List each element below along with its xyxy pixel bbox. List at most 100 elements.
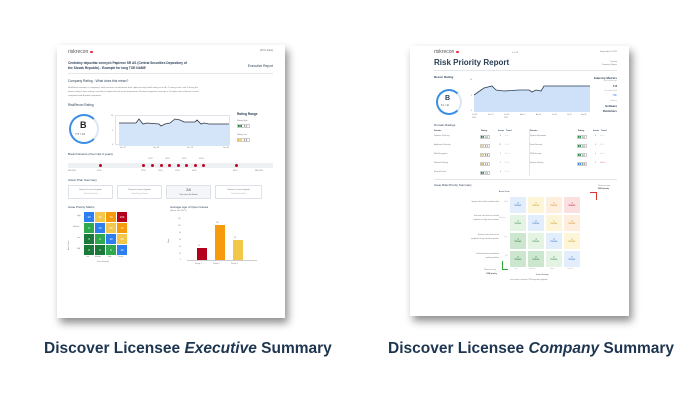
report-date: September 8, 2021	[599, 51, 617, 53]
matrix-cell: 0	[84, 223, 94, 233]
domain-ratings-heading: Domain Ratings	[434, 123, 456, 127]
chart-y-tick: 0	[112, 144, 114, 146]
issue-cell[interactable]: 0 Issues	[528, 215, 544, 231]
executive-summary-preview[interactable]: riskrecon [Print Date] Centralny depozit…	[57, 45, 285, 318]
matrix-row-label: Medium	[73, 226, 80, 228]
high-priority-note: HIGH priority	[598, 188, 610, 190]
severity-note: Issue severity is based on CVSS rating w…	[510, 280, 548, 281]
company-summary-caption: Discover Licensee Company Summary	[388, 340, 675, 357]
asset-row-desc: neighbors to any sensitive systems	[471, 238, 499, 240]
issue-cell[interactable]: 1 Issues	[546, 215, 562, 231]
issue-cell[interactable]: 1 Issues	[564, 197, 580, 213]
severity-col-label: High	[550, 268, 554, 270]
report-type: Executive Report	[247, 64, 273, 68]
issue-cell[interactable]: 0 Issues	[546, 197, 562, 213]
issue-cell[interactable]: 9 Issues	[510, 197, 526, 213]
matrix-cell: 10	[106, 234, 116, 244]
chart-x-tick: Sep 08	[581, 114, 587, 116]
chart-x-tick: Jul 25	[567, 114, 572, 116]
chart-year: 2020	[472, 117, 476, 119]
riskrecon-rating-heading: RiskRecon Rating	[68, 103, 94, 107]
bar-priority-2	[215, 225, 225, 260]
chart-y-tick: 10	[111, 115, 114, 117]
domain-row: System Reputation A 10 0 0.0 ---	[530, 135, 606, 139]
bar-value: 58	[234, 238, 236, 239]
bar-value: 100	[216, 223, 219, 224]
matrix-cell: 0	[106, 245, 116, 255]
rating-low-label: Rating Low	[237, 134, 248, 136]
issue-cell[interactable]: 2 Issues	[528, 197, 544, 213]
domain-row: Software Patching A 10 0 0.0 ---	[434, 135, 511, 139]
issue-cell[interactable]: 0 Issues	[564, 233, 580, 249]
company-summary-preview[interactable]: riskrecon 1 of 16 September 8, 2021 Risk…	[410, 46, 629, 316]
issue-cell[interactable]: 0 Issues	[510, 251, 526, 267]
industry-label: Industry	[610, 100, 617, 102]
industry-value: Software	[605, 104, 617, 108]
avg-age-y-label: Days	[168, 238, 170, 243]
y-tick: 20	[179, 254, 181, 255]
issue-priority-matrix-heading: Issue Priority Matrix	[68, 205, 95, 209]
avg-age-heading: Average Age of Open Issues	[170, 205, 209, 209]
industry-avg-label: Industry Average	[603, 80, 617, 82]
matrix-cell: 10	[95, 223, 105, 233]
breach-axis-label: 12/30	[175, 170, 180, 172]
severity-col-label: Medium	[529, 268, 536, 270]
asset-row-level: Medium	[499, 217, 506, 219]
page-number: 1 of 16	[512, 52, 519, 54]
matrix-col-label: Low	[86, 256, 90, 258]
issue-cell[interactable]: 0 Issues	[528, 251, 544, 267]
action-card: Requires License Upgrade Shared Issues O…	[215, 185, 262, 199]
issue-cell[interactable]: 3 Issues	[510, 215, 526, 231]
rating-low-badge: C 6.5	[237, 138, 250, 142]
breach-date: 01/01	[182, 158, 187, 160]
bar-priority-1	[197, 248, 207, 260]
rating-grade: B	[445, 95, 451, 102]
bar-label: Priority 1	[195, 263, 202, 265]
y-tick: 120	[178, 219, 181, 220]
action-card: Requires License Upgrade Total Issues Sh…	[68, 185, 113, 199]
issue-cell[interactable]: 3 Issues	[510, 233, 526, 249]
issue-cell[interactable]: 4 Issues	[528, 233, 544, 249]
chart-y-tick: 5	[471, 95, 472, 97]
report-subtitle: Custom	[610, 61, 617, 63]
matrix-row-label: High	[77, 215, 81, 217]
domain-row: Web Encryption C 5.8 5 0.0 ---	[434, 153, 511, 157]
asset-row-level: High	[504, 201, 508, 203]
issue-cell[interactable]: 0 Issues	[546, 233, 562, 249]
issue-cell[interactable]: 0 Issues	[564, 215, 580, 231]
bar-value: 35	[198, 246, 200, 247]
company-title-line2: the Slovak Republic) - Example for long …	[68, 66, 146, 70]
riskrecon-logo: riskrecon	[434, 49, 460, 55]
rating-desc: compared with A-rated companies.	[68, 95, 102, 97]
asset-row-desc: neighbors to high value systems	[473, 219, 499, 221]
bar-label: Priority 3	[231, 263, 238, 265]
matrix-cell: 10	[117, 245, 127, 255]
issue-cell[interactable]: 0 Issues	[564, 251, 580, 267]
asset-row-level: Low	[504, 236, 508, 238]
breach-axis-label: FEB 2019	[68, 170, 76, 172]
domain-row: Network Filtering D 4.4 1 0.0 ---	[434, 162, 511, 166]
matrix-cell: 70	[106, 212, 116, 222]
percentile-value: 73th	[612, 94, 617, 97]
breach-date: 12/29	[165, 158, 170, 160]
asset-row-desc: parking websites	[485, 257, 499, 259]
action-card-new-issues: 24 New Issues Not Shared	[166, 185, 211, 199]
chart-y-tick: 0	[471, 110, 472, 112]
action-plan-heading: Action Plan Summary	[68, 178, 97, 182]
y-tick: 100	[178, 226, 181, 227]
chart-x-tick: Jan 17	[120, 147, 127, 149]
matrix-cell: 0	[84, 234, 94, 244]
domain-row: Application Security C 6.7 12 0.0 ---	[434, 144, 511, 148]
matrix-cell: 40	[95, 212, 105, 222]
rating-gauge	[436, 89, 462, 115]
rating-high-badge: A 9.0	[237, 124, 250, 128]
domain-row: Breach Events A 10 0 0.0 ---	[434, 171, 511, 175]
asset-row-desc: Brochure sites that are network	[474, 215, 499, 217]
matrix-cell: 0	[95, 234, 105, 244]
chart-x-tick: Dec 12	[488, 114, 494, 116]
matrix-col-label: Critical	[118, 256, 124, 258]
risk-priority-report-title: Risk Priority Report	[434, 58, 510, 67]
issue-cell[interactable]: 0 Issues	[546, 251, 562, 267]
matrix-cell: 40	[106, 223, 116, 233]
avg-age-subtitle: (Since Jan 2017)	[170, 210, 187, 212]
